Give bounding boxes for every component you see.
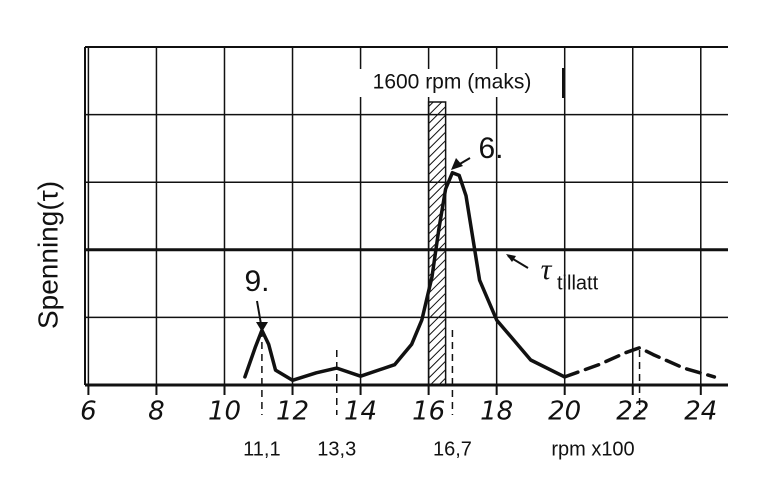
x-tick-label: 6 — [80, 397, 97, 427]
peak-label: 9. — [244, 265, 269, 298]
label-bg — [342, 69, 562, 97]
y-axis-label: Spenning(τ) — [32, 181, 63, 329]
marker-label: 11,1 — [243, 438, 280, 460]
curve — [243, 170, 567, 383]
max-band-label: 1600 rpm (maks) — [373, 71, 532, 94]
x-tick-label: 18 — [480, 397, 513, 427]
x-tick-label: 8 — [148, 397, 165, 427]
curve — [562, 346, 717, 379]
marker-label: 16,7 — [433, 438, 472, 460]
peak-label: 6. — [478, 132, 503, 165]
arrowhead — [256, 322, 268, 332]
x-tick-label: 16 — [412, 397, 445, 427]
x-tick-label: 10 — [208, 397, 241, 427]
x-tick-label: 12 — [276, 397, 309, 427]
marker-label: 13,3 — [317, 438, 356, 460]
limit-label: tillatt — [557, 272, 599, 294]
limit-arrowhead — [506, 254, 516, 262]
arrowhead — [451, 158, 463, 170]
x-tick-label: 14 — [344, 397, 377, 427]
x-tick-label: 22 — [616, 397, 649, 427]
x-tick-label: 24 — [684, 397, 717, 427]
x-axis-label: rpm x100 — [551, 438, 634, 460]
x-tick-label: 20 — [548, 397, 581, 427]
limit-symbol: τ — [541, 253, 553, 286]
